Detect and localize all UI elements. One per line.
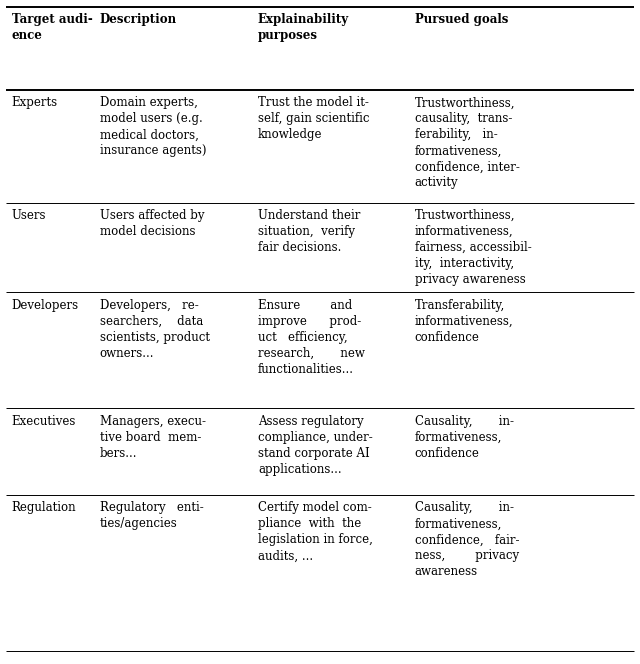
Text: Certify model com-
pliance  with  the
legislation in force,
audits, ...: Certify model com- pliance with the legi…: [258, 501, 372, 562]
Text: Trustworthiness,
informativeness,
fairness, accessibil-
ity,  interactivity,
pri: Trustworthiness, informativeness, fairne…: [415, 209, 531, 286]
Text: Users affected by
model decisions: Users affected by model decisions: [100, 209, 204, 238]
Text: Domain experts,
model users (e.g.
medical doctors,
insurance agents): Domain experts, model users (e.g. medica…: [100, 96, 206, 157]
Text: Executives: Executives: [12, 415, 76, 428]
Text: Understand their
situation,  verify
fair decisions.: Understand their situation, verify fair …: [258, 209, 360, 254]
Text: Transferability,
informativeness,
confidence: Transferability, informativeness, confid…: [415, 299, 513, 344]
Text: Trust the model it-
self, gain scientific
knowledge: Trust the model it- self, gain scientifi…: [258, 96, 369, 141]
Text: Users: Users: [12, 209, 46, 222]
Text: Assess regulatory
compliance, under-
stand corporate AI
applications...: Assess regulatory compliance, under- sta…: [258, 415, 372, 476]
Text: Developers,   re-
searchers,    data
scientists, product
owners...: Developers, re- searchers, data scientis…: [100, 299, 210, 360]
Text: Pursued goals: Pursued goals: [415, 13, 508, 27]
Text: Ensure        and
improve      prod-
uct   efficiency,
research,       new
funct: Ensure and improve prod- uct efficiency,…: [258, 299, 365, 376]
Text: Experts: Experts: [12, 96, 58, 110]
Text: Developers: Developers: [12, 299, 79, 312]
Text: Target audi-
ence: Target audi- ence: [12, 13, 92, 42]
Text: Regulatory   enti-
ties/agencies: Regulatory enti- ties/agencies: [100, 501, 204, 531]
Text: Regulation: Regulation: [12, 501, 76, 515]
Text: Description: Description: [100, 13, 177, 27]
Text: Trustworthiness,
causality,  trans-
ferability,   in-
formativeness,
confidence,: Trustworthiness, causality, trans- ferab…: [415, 96, 520, 189]
Text: Managers, execu-
tive board  mem-
bers...: Managers, execu- tive board mem- bers...: [100, 415, 206, 460]
Text: Causality,       in-
formativeness,
confidence: Causality, in- formativeness, confidence: [415, 415, 514, 460]
Text: Causality,       in-
formativeness,
confidence,   fair-
ness,        privacy
awa: Causality, in- formativeness, confidence…: [415, 501, 519, 578]
Text: Explainability
purposes: Explainability purposes: [258, 13, 349, 42]
